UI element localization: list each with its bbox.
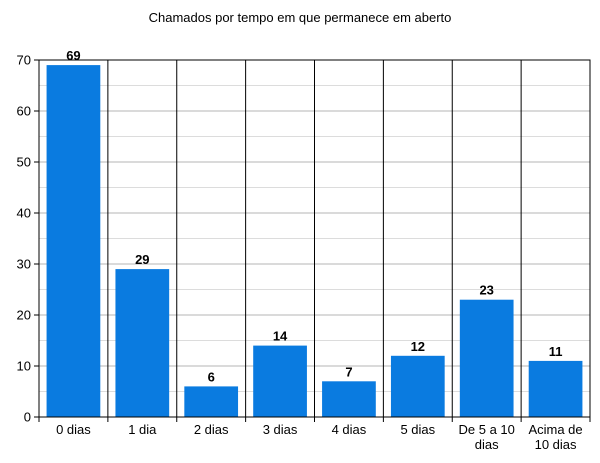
x-tick-label: 3 dias — [263, 422, 298, 437]
y-tick-label: 40 — [17, 206, 31, 221]
x-tick-label: 4 dias — [332, 422, 367, 437]
data-label: 12 — [411, 339, 425, 354]
bar — [390, 355, 445, 417]
bar — [253, 345, 307, 417]
y-tick-label: 0 — [24, 410, 31, 425]
y-tick-label: 70 — [17, 53, 31, 68]
data-label: 23 — [479, 283, 493, 298]
y-tick-label: 30 — [17, 257, 31, 272]
x-tick-label: De 5 a 10 dias — [459, 422, 515, 452]
data-label: 11 — [549, 344, 563, 359]
data-label: 7 — [345, 364, 352, 379]
x-tick-label: 5 dias — [400, 422, 435, 437]
x-tick-label: 0 dias — [56, 422, 91, 437]
data-label: 6 — [208, 369, 215, 384]
bar — [459, 299, 514, 417]
y-tick-label: 50 — [17, 155, 31, 170]
bar — [322, 381, 376, 417]
x-tick-label: 1 dia — [128, 422, 157, 437]
data-label: 14 — [273, 329, 288, 344]
x-tick-label: Acima de 10 dias — [528, 422, 582, 452]
data-label: 69 — [66, 48, 80, 63]
chart-title: Chamados por tempo em que permanece em a… — [148, 10, 452, 25]
y-tick-label: 60 — [17, 104, 31, 119]
bar — [528, 360, 583, 417]
bar — [46, 65, 101, 417]
x-tick-label: 2 dias — [194, 422, 229, 437]
y-tick-label: 10 — [17, 359, 31, 374]
data-label: 29 — [135, 252, 149, 267]
bar — [184, 386, 239, 417]
y-tick-label: 20 — [17, 308, 31, 323]
bar — [115, 269, 170, 417]
